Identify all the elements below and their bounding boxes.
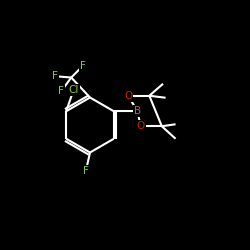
Text: Cl: Cl [68,85,79,95]
Text: F: F [52,71,58,81]
Text: B: B [134,106,141,116]
Text: F: F [58,86,64,96]
Text: F: F [80,61,86,71]
Text: F: F [83,166,89,176]
Text: O: O [124,91,132,101]
Text: O: O [136,121,145,131]
